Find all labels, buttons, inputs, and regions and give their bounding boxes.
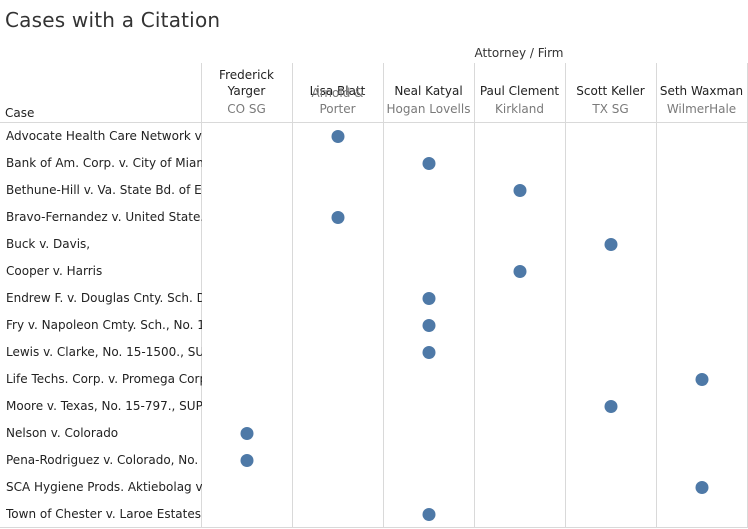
column-header: Seth Waxman WilmerHale [656,63,747,116]
data-point[interactable] [604,238,618,251]
data-point[interactable] [240,454,254,467]
attorney-name: Seth Waxman [659,84,744,98]
case-label: Advocate Health Care Network v... [6,129,202,143]
data-point[interactable] [422,508,436,521]
case-label: Nelson v. Colorado [6,426,119,440]
data-point[interactable] [513,184,527,197]
column-header: Neal Katyal Hogan Lovells [383,63,474,116]
row-header-label: Case [5,106,35,120]
firm-name: Arnold & Porter [311,86,364,116]
firm-name: Kirkland [495,102,544,116]
data-point[interactable] [422,292,436,305]
case-label: Bravo-Fernandez v. United State.. [6,210,202,224]
attorney-name: Lisa Blatt [309,84,366,98]
case-label: Endrew F. v. Douglas Cnty. Sch. D.. [6,291,202,305]
case-label: Fry v. Napoleon Cmty. Sch., No. 1.. [6,318,202,332]
case-label: Buck v. Davis, [6,237,91,251]
firm-name: CO SG [227,102,266,116]
attorney-name: Neal Katyal [394,84,463,98]
data-point[interactable] [422,346,436,359]
chart-title: Cases with a Citation [5,8,221,32]
column-header: Lisa Blatt Arnold & Porter [292,63,383,116]
data-point[interactable] [695,481,709,494]
data-point[interactable] [331,211,345,224]
column-header: Frederick Yarger CO SG [201,63,292,116]
data-point[interactable] [695,373,709,386]
data-point[interactable] [513,265,527,278]
data-point[interactable] [422,319,436,332]
column-group-label: Attorney / Firm [474,46,564,60]
case-label: Life Techs. Corp. v. Promega Corp.. [6,372,202,386]
column-header: Paul Clement Kirkland [474,63,565,116]
case-label: Pena-Rodriguez v. Colorado, No. ... [6,453,202,467]
data-point[interactable] [604,400,618,413]
data-point[interactable] [422,157,436,170]
case-label: Cooper v. Harris [6,264,103,278]
case-label: Lewis v. Clarke, No. 15-1500., SU.. [6,345,202,359]
case-label: Bank of Am. Corp. v. City of Miam.. [6,156,202,170]
firm-name: Hogan Lovells [386,102,471,116]
data-point[interactable] [240,427,254,440]
attorney-name: Paul Clement [479,84,560,98]
case-label: Moore v. Texas, No. 15-797., SUP... [6,399,202,413]
case-label: Town of Chester v. Laroe Estates... [6,507,202,521]
attorney-name: Scott Keller [576,84,645,98]
column-header: Scott Keller TX SG [565,63,656,116]
attorney-name: Frederick Yarger [219,68,274,98]
firm-name: TX SG [592,102,629,116]
case-label: Bethune-Hill v. Va. State Bd. of El.. [6,183,202,197]
firm-name: WilmerHale [666,102,737,116]
case-label: SCA Hygiene Prods. Aktiebolag v... [6,480,202,494]
data-point[interactable] [331,130,345,143]
